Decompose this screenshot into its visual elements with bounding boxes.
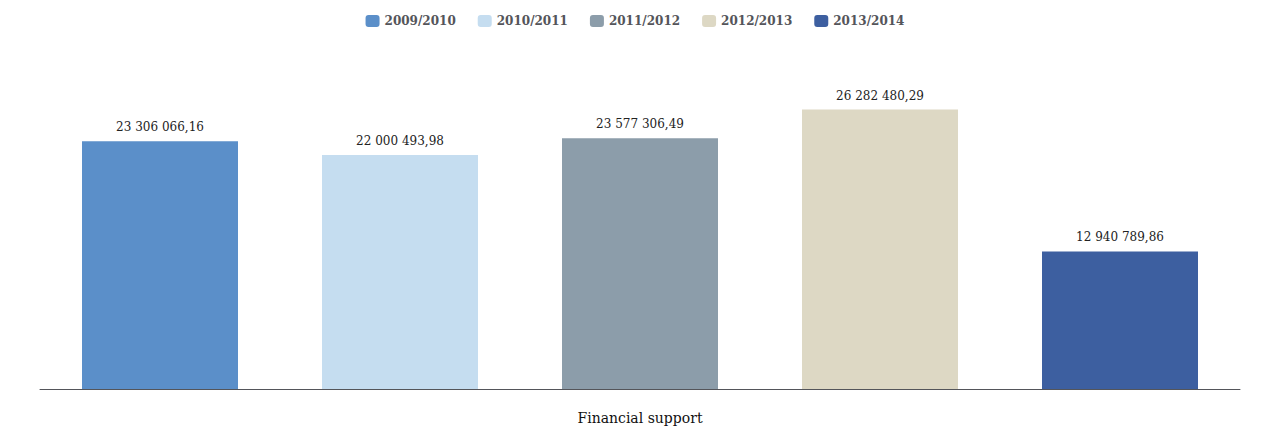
svg-text:23 306 066,16: 23 306 066,16 xyxy=(116,120,204,134)
svg-text:2009/2010: 2009/2010 xyxy=(385,14,456,28)
svg-text:2011/2012: 2011/2012 xyxy=(609,14,680,28)
svg-text:2010/2011: 2010/2011 xyxy=(497,14,568,28)
svg-text:23 577 306,49: 23 577 306,49 xyxy=(596,117,684,131)
svg-text:12 940 789,86: 12 940 789,86 xyxy=(1076,230,1164,244)
svg-text:22 000 493,98: 22 000 493,98 xyxy=(356,134,444,148)
svg-text:2013/2014: 2013/2014 xyxy=(833,14,904,28)
svg-text:2012/2013: 2012/2013 xyxy=(721,14,792,28)
svg-text:Financial support: Financial support xyxy=(577,410,702,426)
svg-text:26 282 480,29: 26 282 480,29 xyxy=(836,89,924,103)
